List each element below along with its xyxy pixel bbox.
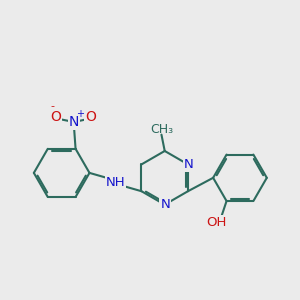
Text: N: N — [184, 158, 194, 171]
Text: N: N — [69, 115, 79, 129]
Text: OH: OH — [207, 216, 227, 229]
Text: +: + — [76, 110, 84, 119]
Text: N: N — [160, 198, 170, 211]
Text: NH: NH — [106, 176, 125, 189]
Text: O: O — [50, 110, 62, 124]
Text: CH₃: CH₃ — [150, 123, 173, 136]
Text: -: - — [50, 101, 54, 111]
Text: O: O — [85, 110, 96, 124]
